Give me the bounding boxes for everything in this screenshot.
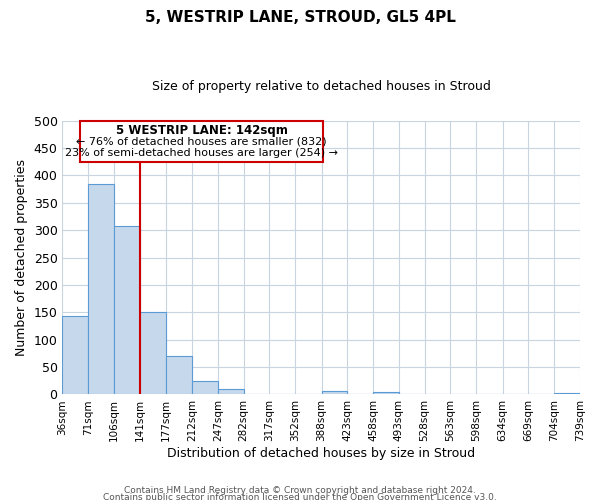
Bar [192,382,218,394]
Text: 5, WESTRIP LANE, STROUD, GL5 4PL: 5, WESTRIP LANE, STROUD, GL5 4PL [145,10,455,25]
Bar [62,316,88,394]
Text: ← 76% of detached houses are smaller (832): ← 76% of detached houses are smaller (83… [76,136,327,146]
Bar [140,312,166,394]
Y-axis label: Number of detached properties: Number of detached properties [15,159,28,356]
X-axis label: Distribution of detached houses by size in Stroud: Distribution of detached houses by size … [167,447,475,460]
Bar [554,393,580,394]
Bar [322,390,347,394]
Bar [80,120,323,162]
Text: 5 WESTRIP LANE: 142sqm: 5 WESTRIP LANE: 142sqm [116,124,287,137]
Title: Size of property relative to detached houses in Stroud: Size of property relative to detached ho… [152,80,491,93]
Text: Contains public sector information licensed under the Open Government Licence v3: Contains public sector information licen… [103,494,497,500]
Bar [218,389,244,394]
Bar [114,226,140,394]
Bar [88,184,114,394]
Bar [373,392,399,394]
Text: 23% of semi-detached houses are larger (254) →: 23% of semi-detached houses are larger (… [65,148,338,158]
Text: Contains HM Land Registry data © Crown copyright and database right 2024.: Contains HM Land Registry data © Crown c… [124,486,476,495]
Bar [166,356,192,395]
